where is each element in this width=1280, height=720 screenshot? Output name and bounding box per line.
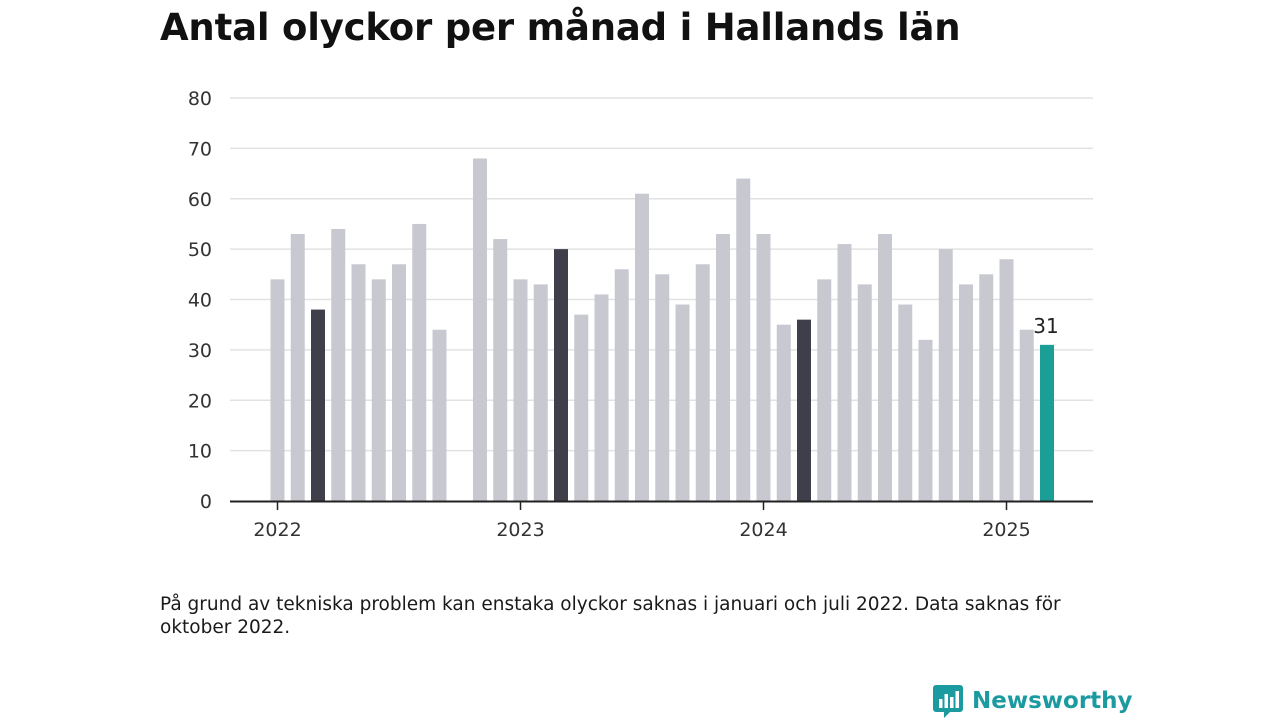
bar-2022-06	[371, 279, 386, 501]
bar-2024-02	[776, 324, 791, 501]
bar-2024-06	[857, 284, 872, 501]
x-axis-ticks: 2022 2023 2024 2025	[253, 501, 1031, 541]
bar-2024-04	[817, 279, 832, 501]
bar-2024-07	[878, 234, 892, 501]
y-tick-label: 60	[188, 189, 212, 211]
bar-2024-10	[938, 249, 953, 501]
bar-2023-03	[554, 249, 568, 501]
bar-2023-12	[736, 178, 751, 501]
bar-2024-03	[797, 319, 811, 501]
data-labels: 31	[1033, 314, 1058, 338]
y-tick-label: 50	[188, 239, 212, 261]
bar-2022-01	[270, 279, 285, 501]
data-label: 31	[1033, 314, 1058, 338]
y-tick-label: 80	[188, 88, 212, 110]
bar-2024-08	[898, 304, 913, 501]
bar-2022-07	[392, 264, 406, 501]
bar-2022-12	[493, 239, 508, 502]
bar-2022-05	[351, 264, 366, 501]
bar-2024-12	[979, 274, 994, 501]
bar-2023-07	[635, 193, 649, 501]
y-tick-label: 0	[200, 491, 212, 513]
bar-2024-05	[837, 244, 852, 501]
x-tick-label: 2025	[982, 519, 1030, 541]
bar-2023-10	[695, 264, 710, 501]
y-tick-label: 30	[188, 340, 212, 362]
newsworthy-brand[interactable]: Newsworthy	[932, 683, 1133, 719]
footnote: På grund av tekniska problem kan enstaka…	[160, 594, 1061, 638]
bar-2023-04	[574, 314, 589, 501]
bar-2022-11	[473, 158, 487, 501]
x-tick-label: 2022	[253, 519, 301, 541]
bar-2025-02	[1019, 329, 1034, 501]
bar-2022-08	[412, 223, 427, 501]
y-tick-label: 10	[188, 441, 212, 463]
y-tick-label: 70	[188, 138, 212, 160]
y-tick-label: 20	[188, 390, 212, 412]
bar-2024-11	[959, 284, 973, 501]
bar-2023-06	[614, 269, 629, 501]
bar-2025-03	[1040, 344, 1054, 501]
newsworthy-logo-icon	[933, 685, 963, 718]
bars	[270, 158, 1054, 502]
bar-2025-01	[999, 259, 1014, 501]
bar-2022-09	[432, 329, 447, 501]
chart-title: Antal olyckor per månad i Hallands län	[160, 6, 961, 49]
bar-chart: 0 10 20 30 40 50 60 70 80 2022 2023 2024 2025 31	[188, 88, 1093, 541]
x-tick-label: 2024	[739, 519, 787, 541]
y-tick-label: 40	[188, 290, 212, 312]
bar-2024-01	[756, 234, 771, 501]
bar-2022-03	[311, 309, 325, 501]
bar-2023-02	[533, 284, 548, 501]
bar-2023-09	[675, 304, 690, 501]
bar-2023-01	[513, 279, 528, 501]
brand-name: Newsworthy	[972, 688, 1133, 714]
bar-2022-02	[290, 234, 305, 501]
bar-2024-09	[918, 339, 933, 501]
y-axis-ticks: 0 10 20 30 40 50 60 70 80	[188, 88, 212, 513]
bar-2023-05	[594, 294, 609, 501]
bar-2023-11	[716, 234, 730, 501]
x-tick-label: 2023	[496, 519, 544, 541]
bar-2022-04	[331, 228, 346, 501]
bar-2023-08	[655, 274, 670, 501]
